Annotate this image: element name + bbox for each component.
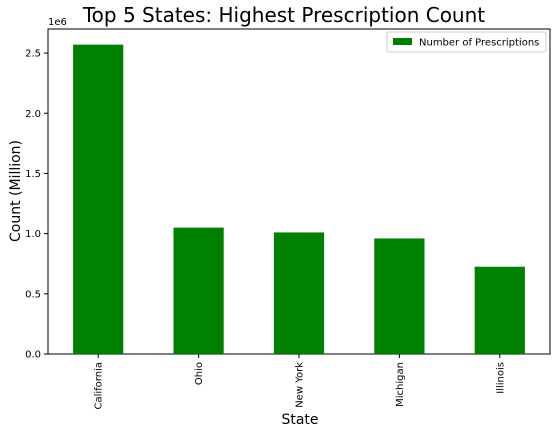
bar-michigan: [374, 238, 425, 354]
chart-title: Top 5 States: Highest Prescription Count: [82, 3, 485, 27]
x-tick-label: California: [94, 362, 105, 410]
x-tick-label: Michigan: [395, 362, 406, 407]
y-axis-offset-label: 1e6: [48, 17, 67, 28]
x-tick-label: Illinois: [495, 362, 506, 394]
bar-illinois: [474, 266, 525, 354]
plot-area: 0.0 0.5 1.0 1.5 2.0 2.5 California Ohio New York…: [25, 28, 551, 410]
bar-new-york: [273, 232, 325, 354]
y-tick-label: 0.5: [25, 289, 41, 300]
y-tick-label: 2.0: [25, 109, 41, 120]
y-tick-label: 1.0: [25, 229, 41, 240]
legend-swatch: [393, 38, 412, 45]
legend-label: Number of Prescriptions: [419, 38, 539, 49]
bar-ohio: [173, 227, 224, 354]
y-tick-label: 1.5: [25, 169, 41, 180]
x-tick-label: Ohio: [194, 362, 205, 385]
bar-california: [73, 44, 124, 355]
y-axis-label: Count (Million): [8, 140, 24, 242]
x-axis-label: State: [281, 412, 318, 428]
legend-box: [386, 31, 547, 53]
y-tick-label: 2.5: [25, 49, 41, 60]
y-tick-label: 0.0: [25, 350, 41, 361]
legend: Number of Prescriptions: [386, 31, 547, 53]
x-tick-label: New York: [295, 362, 306, 408]
